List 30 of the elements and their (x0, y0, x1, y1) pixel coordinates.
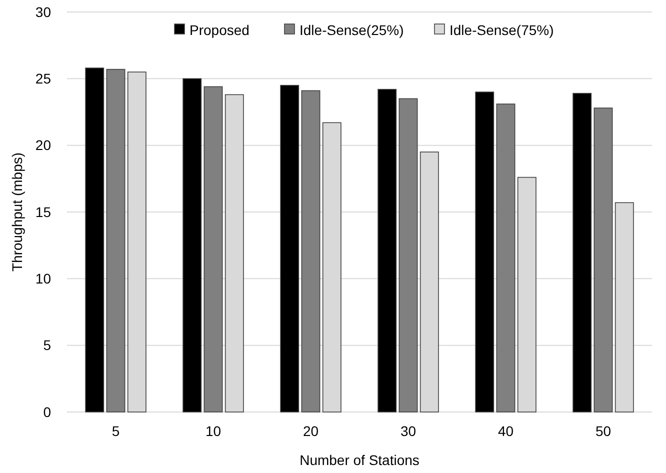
bar (378, 88, 397, 412)
bar (496, 104, 516, 412)
bar (475, 92, 494, 412)
bar (106, 68, 126, 412)
y-tick-label: 15 (35, 204, 52, 220)
x-tick-label: 30 (400, 423, 416, 439)
y-axis-title: Throughput (mbps) (9, 152, 25, 272)
bar (398, 98, 418, 412)
bar (301, 90, 320, 412)
x-tick-label: 5 (112, 423, 120, 439)
y-tick-label: 0 (43, 404, 52, 420)
x-tick-label: 10 (205, 423, 222, 439)
legend-label: Idle-Sense(25%) (300, 22, 404, 38)
bar (204, 86, 223, 412)
legend-label: Idle-Sense(75%) (450, 22, 554, 38)
bar (280, 84, 300, 412)
y-tick-label: 20 (35, 137, 52, 154)
x-axis-title: Number of Stations (300, 452, 420, 468)
bar (85, 68, 104, 412)
y-tick-label: 30 (35, 4, 52, 20)
y-tick-label: 5 (43, 337, 52, 354)
x-tick-label: 50 (595, 423, 612, 439)
y-tick-label: 25 (35, 70, 52, 87)
y-tick-label: 10 (35, 270, 52, 287)
legend-label: Proposed (190, 22, 250, 38)
x-tick-label: 40 (498, 423, 514, 439)
x-tick-label: 20 (302, 423, 319, 439)
bar (182, 78, 202, 412)
bar (594, 108, 613, 412)
bar (572, 92, 592, 412)
